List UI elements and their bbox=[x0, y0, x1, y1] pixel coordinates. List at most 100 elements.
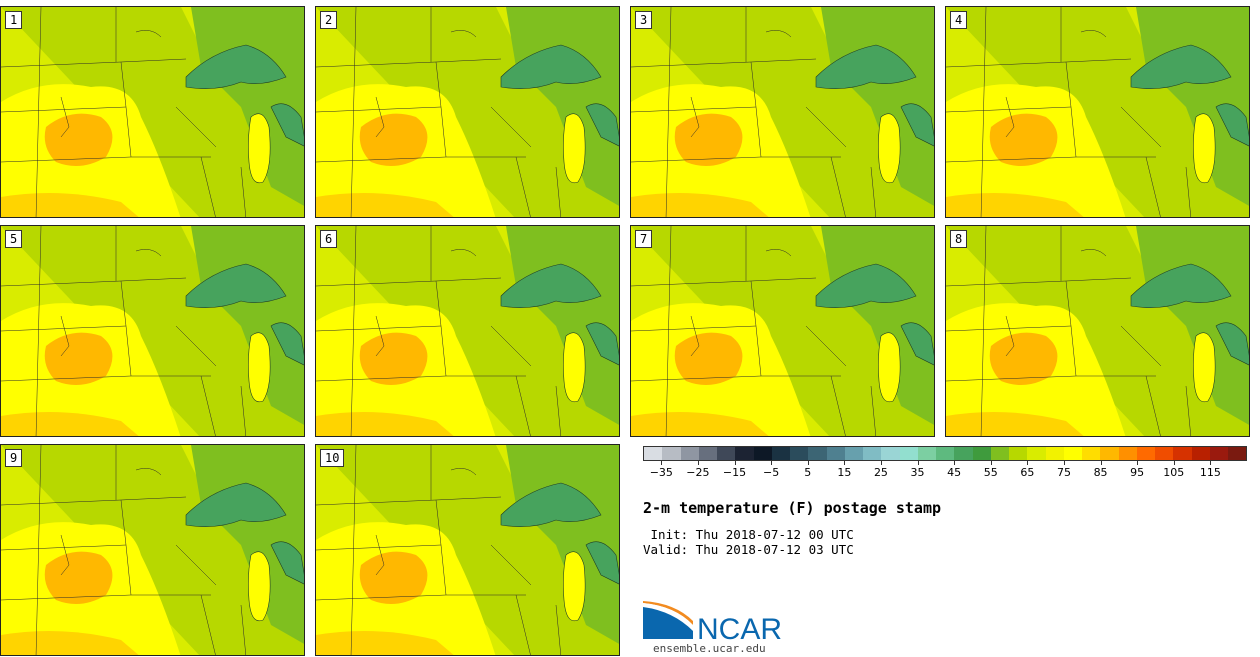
colorbar-swatch bbox=[1173, 447, 1192, 460]
colorbar-swatch bbox=[881, 447, 900, 460]
colorbar-swatch bbox=[1027, 447, 1046, 460]
map-panel-1: 1 bbox=[0, 6, 305, 218]
valid-time: Valid: Thu 2018-07-12 03 UTC bbox=[643, 542, 854, 557]
member-number: 4 bbox=[950, 11, 968, 29]
colorbar-swatch bbox=[808, 447, 827, 460]
map-image bbox=[946, 226, 1249, 436]
colorbar-swatch bbox=[790, 447, 809, 460]
colorbar-tick bbox=[697, 461, 699, 465]
colorbar bbox=[643, 446, 1247, 461]
map-panel-9: 9 bbox=[0, 444, 305, 656]
website-url: ensemble.ucar.edu bbox=[653, 642, 766, 655]
map-panel-8: 8 bbox=[945, 225, 1250, 437]
map-image bbox=[631, 226, 934, 436]
colorbar-tick-label: −5 bbox=[763, 466, 780, 479]
map-image bbox=[1, 7, 304, 217]
member-number: 2 bbox=[320, 11, 338, 29]
colorbar-tick bbox=[807, 461, 809, 465]
colorbar-tick-label: 115 bbox=[1199, 466, 1221, 479]
map-panel-10: 10 bbox=[315, 444, 620, 656]
colorbar-tick-label: −35 bbox=[649, 466, 673, 479]
colorbar-swatch bbox=[1009, 447, 1028, 460]
colorbar-swatch bbox=[662, 447, 681, 460]
map-image bbox=[316, 7, 619, 217]
colorbar-tick-label: −25 bbox=[686, 466, 710, 479]
colorbar-swatch bbox=[1209, 447, 1228, 460]
colorbar-swatch bbox=[753, 447, 772, 460]
map-panel-5: 5 bbox=[0, 225, 305, 437]
colorbar-swatch bbox=[826, 447, 845, 460]
colorbar-swatch bbox=[972, 447, 991, 460]
member-number: 10 bbox=[320, 449, 345, 467]
map-image bbox=[631, 7, 934, 217]
colorbar-tick bbox=[1137, 461, 1139, 465]
colorbar-swatch bbox=[1228, 447, 1247, 460]
member-number: 3 bbox=[635, 11, 653, 29]
colorbar-swatch bbox=[1118, 447, 1137, 460]
map-image bbox=[1, 445, 304, 655]
colorbar-tick-label: −15 bbox=[722, 466, 747, 479]
colorbar-tick bbox=[1210, 461, 1212, 465]
colorbar-tick bbox=[1027, 461, 1029, 465]
colorbar-tick-label: 95 bbox=[1130, 466, 1145, 479]
member-number: 1 bbox=[5, 11, 23, 29]
map-image bbox=[946, 7, 1249, 217]
logo-swoosh-white bbox=[643, 603, 693, 628]
colorbar-tick-label: 75 bbox=[1056, 466, 1071, 479]
colorbar-swatch bbox=[844, 447, 863, 460]
colorbar-tick bbox=[734, 461, 736, 465]
member-number: 9 bbox=[5, 449, 23, 467]
logo-text: NCAR bbox=[697, 613, 782, 643]
colorbar-swatch bbox=[1082, 447, 1101, 460]
colorbar-tick bbox=[1173, 461, 1175, 465]
map-image bbox=[316, 445, 619, 655]
colorbar-tick bbox=[1100, 461, 1102, 465]
ncar-logo: NCAR bbox=[643, 601, 782, 643]
member-number: 8 bbox=[950, 230, 968, 248]
colorbar-swatch bbox=[1155, 447, 1174, 460]
logo-swoosh-orange bbox=[643, 601, 693, 625]
member-number: 7 bbox=[635, 230, 653, 248]
colorbar-ticks: −35 −25 −15 −5 5 15 25 35 45 55 65 75 85 95 105 115 bbox=[643, 461, 1247, 481]
colorbar-swatch bbox=[644, 447, 663, 460]
chart-title: 2-m temperature (F) postage stamp bbox=[643, 499, 942, 517]
map-panel-2: 2 bbox=[315, 6, 620, 218]
colorbar-tick bbox=[917, 461, 919, 465]
colorbar-tick-label: 15 bbox=[837, 466, 852, 479]
colorbar-swatch bbox=[698, 447, 717, 460]
colorbar-swatch bbox=[899, 447, 918, 460]
colorbar-swatch bbox=[735, 447, 754, 460]
member-number: 6 bbox=[320, 230, 338, 248]
colorbar-swatch bbox=[1045, 447, 1064, 460]
colorbar-tick-label: 35 bbox=[910, 466, 925, 479]
colorbar-swatch bbox=[863, 447, 882, 460]
colorbar-swatch bbox=[954, 447, 973, 460]
colorbar-tick-label: 5 bbox=[804, 466, 812, 479]
colorbar-tick bbox=[771, 461, 773, 465]
colorbar-tick-label: 45 bbox=[947, 466, 962, 479]
colorbar-tick-label: 65 bbox=[1020, 466, 1035, 479]
colorbar-tick bbox=[954, 461, 956, 465]
colorbar-swatch bbox=[936, 447, 955, 460]
map-image bbox=[1, 226, 304, 436]
colorbar-tick bbox=[844, 461, 846, 465]
init-time: Init: Thu 2018-07-12 00 UTC bbox=[643, 527, 854, 542]
colorbar-swatch bbox=[717, 447, 736, 460]
colorbar-tick-label: 55 bbox=[983, 466, 998, 479]
logo-swoosh-blue bbox=[643, 607, 693, 639]
colorbar-tick bbox=[880, 461, 882, 465]
colorbar-tick bbox=[1063, 461, 1065, 465]
colorbar-tick-label: 25 bbox=[873, 466, 888, 479]
map-image bbox=[316, 226, 619, 436]
colorbar-swatch bbox=[917, 447, 936, 460]
colorbar-swatch bbox=[1063, 447, 1082, 460]
colorbar-swatch bbox=[771, 447, 790, 460]
colorbar-swatch bbox=[1191, 447, 1210, 460]
map-panel-7: 7 bbox=[630, 225, 935, 437]
colorbar-swatch bbox=[1100, 447, 1119, 460]
colorbar-swatch bbox=[990, 447, 1009, 460]
map-panel-3: 3 bbox=[630, 6, 935, 218]
colorbar-tick bbox=[661, 461, 663, 465]
colorbar-swatch bbox=[680, 447, 699, 460]
map-panel-6: 6 bbox=[315, 225, 620, 437]
